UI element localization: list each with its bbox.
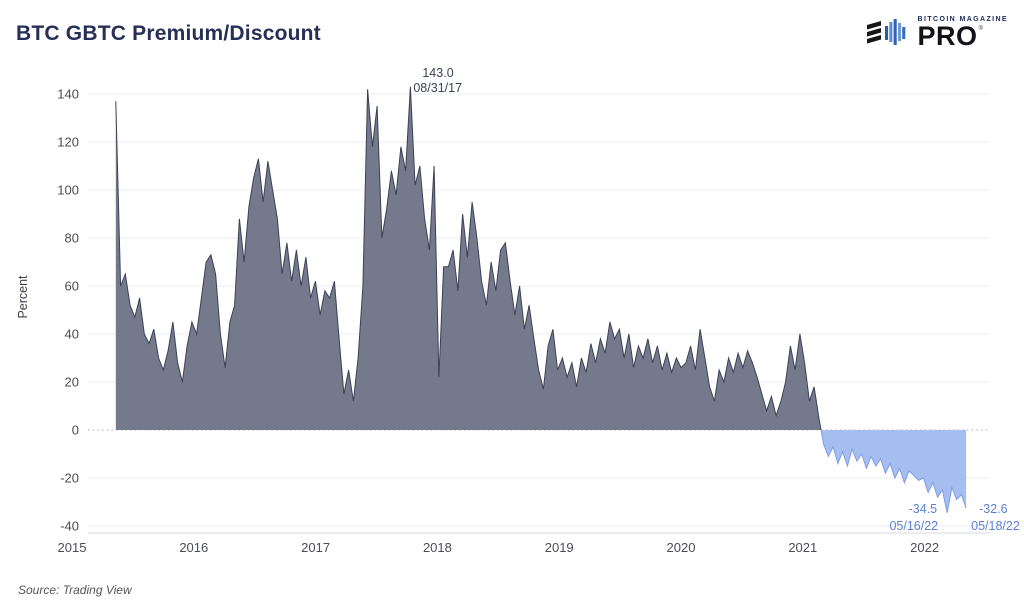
discount-line-negative: [820, 430, 967, 513]
y-tick-label: 0: [72, 423, 79, 438]
y-tick-label: 40: [65, 327, 79, 342]
premium-area-positive: [115, 86, 967, 430]
registered-trademark-symbol: ®: [978, 26, 983, 33]
y-tick-label: 120: [57, 135, 79, 150]
annotation-value: -32.6: [979, 502, 1008, 516]
logo-text: BITCOIN MAGAZINE PRO ®: [917, 16, 1008, 52]
x-tick-label: 2022: [910, 540, 939, 555]
logo-brand-main: PRO: [917, 21, 978, 52]
bitcoin-magazine-pro-logo: BITCOIN MAGAZINE PRO ®: [865, 13, 1008, 51]
y-axis-title: Percent: [16, 275, 30, 319]
source-attribution: Source: Trading View: [18, 583, 132, 597]
y-tick-label: 20: [65, 375, 79, 390]
discount-area-negative: [115, 430, 967, 513]
y-tick-label: 80: [65, 231, 79, 246]
y-tick-label: 100: [57, 183, 79, 198]
annotation-date: 05/16/22: [889, 519, 938, 533]
x-tick-label: 2016: [179, 540, 208, 555]
x-tick-label: 2017: [301, 540, 330, 555]
y-tick-label: 60: [65, 279, 79, 294]
y-tick-label: -20: [60, 471, 79, 486]
y-tick-label: -40: [60, 519, 79, 534]
premium-line-positive: [115, 86, 822, 430]
x-tick-label: 2019: [545, 540, 574, 555]
x-tick-label: 2015: [58, 540, 87, 555]
annotation-date: 05/18/22: [971, 519, 1020, 533]
chart-title: BTC GBTC Premium/Discount: [16, 22, 321, 45]
annotation-value: -34.5: [909, 502, 938, 516]
y-tick-label: 140: [57, 87, 79, 102]
x-tick-label: 2018: [423, 540, 452, 555]
annotation-date: 08/31/17: [413, 81, 462, 95]
x-tick-label: 2020: [667, 540, 696, 555]
bitcoin-magazine-logo-icon: [866, 19, 905, 45]
x-tick-label: 2021: [788, 540, 817, 555]
annotation-value: 143.0: [422, 66, 453, 80]
logo-blue-bars-icon: [884, 19, 905, 45]
logo-black-bars-icon: [866, 21, 881, 44]
logo-brand-top: BITCOIN MAGAZINE: [917, 16, 1008, 24]
